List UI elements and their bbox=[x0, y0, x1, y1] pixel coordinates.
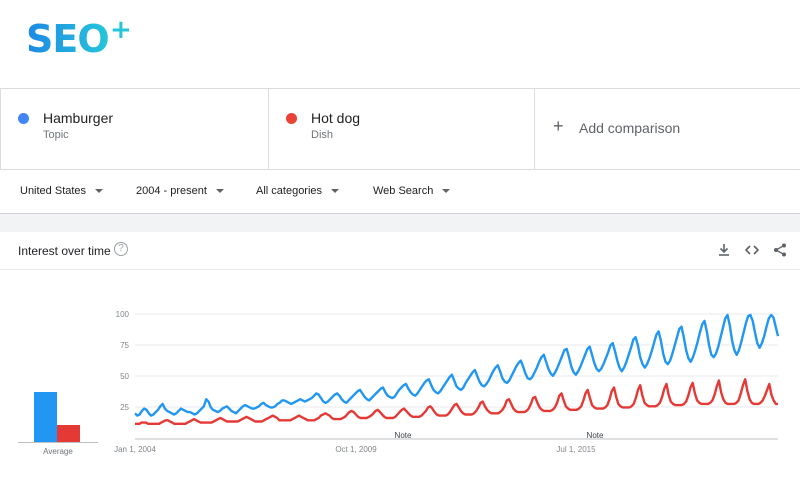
y-tick-label: 25 bbox=[120, 403, 129, 412]
y-tick-label: 50 bbox=[120, 372, 129, 381]
term-name: Hamburger bbox=[43, 110, 114, 126]
region-dropdown[interactable]: United States bbox=[20, 185, 104, 197]
caret-down-icon bbox=[215, 189, 224, 193]
average-chart: Average bbox=[18, 362, 98, 462]
help-icon[interactable]: ? bbox=[114, 242, 128, 256]
card-divider bbox=[0, 269, 800, 270]
average-label: Average bbox=[43, 447, 73, 456]
term-name: Hot dog bbox=[311, 110, 361, 126]
add-comparison-label: Add comparison bbox=[579, 120, 681, 136]
add-comparison-button[interactable]: + Add comparison bbox=[534, 88, 800, 170]
plus-icon: + bbox=[553, 116, 564, 136]
average-bar-hot-dog bbox=[57, 425, 80, 442]
note-annotation[interactable]: Note bbox=[587, 431, 604, 440]
caret-down-icon bbox=[95, 189, 104, 193]
logo-text: SEO bbox=[26, 17, 109, 58]
caret-down-icon bbox=[442, 189, 451, 193]
section-gap bbox=[0, 214, 800, 232]
series-line-hamburger bbox=[134, 313, 780, 417]
term-type: Dish bbox=[311, 129, 334, 141]
x-tick-label: Jan 1, 2004 bbox=[114, 445, 156, 454]
average-baseline bbox=[18, 442, 98, 443]
time-range-label: 2004 - present bbox=[136, 185, 207, 197]
logo-plus: + bbox=[110, 15, 132, 45]
comparison-terms-bar: Hamburger Topic Hot dog Dish + Add compa… bbox=[0, 88, 800, 170]
y-tick-label: 75 bbox=[120, 341, 129, 350]
share-icon[interactable] bbox=[772, 242, 788, 258]
caret-down-icon bbox=[331, 189, 340, 193]
interest-line-chart: 25 50 75 100 Note Note Jan 1, 2004 Oct 1, 2009 J… bbox=[114, 310, 780, 454]
term-card-hot-dog[interactable]: Hot dog Dish bbox=[268, 88, 534, 170]
search-type-dropdown[interactable]: Web Search bbox=[373, 185, 451, 197]
category-label: All categories bbox=[256, 185, 323, 197]
region-label: United States bbox=[20, 185, 87, 197]
seo-plus-logo: SEO + bbox=[26, 14, 146, 58]
series-line-hot-dog bbox=[135, 378, 778, 426]
filter-bar: United States 2004 - present All categor… bbox=[0, 170, 800, 214]
term-card-hamburger[interactable]: Hamburger Topic bbox=[0, 88, 268, 170]
y-tick-label: 100 bbox=[116, 310, 130, 319]
time-range-dropdown[interactable]: 2004 - present bbox=[136, 185, 224, 197]
category-dropdown[interactable]: All categories bbox=[256, 185, 340, 197]
term-color-dot bbox=[18, 113, 29, 124]
term-color-dot bbox=[286, 113, 297, 124]
term-type: Topic bbox=[43, 129, 69, 141]
embed-icon[interactable] bbox=[744, 242, 760, 258]
card-title: Interest over time bbox=[18, 244, 111, 258]
download-icon[interactable] bbox=[716, 242, 732, 258]
average-bar-hamburger bbox=[34, 392, 57, 442]
search-type-label: Web Search bbox=[373, 185, 434, 197]
x-tick-label: Oct 1, 2009 bbox=[335, 445, 377, 454]
interest-over-time-card: Interest over time ? Average bbox=[0, 232, 800, 500]
note-annotation[interactable]: Note bbox=[395, 431, 412, 440]
card-actions bbox=[716, 242, 788, 258]
x-tick-label: Jul 1, 2015 bbox=[556, 445, 596, 454]
